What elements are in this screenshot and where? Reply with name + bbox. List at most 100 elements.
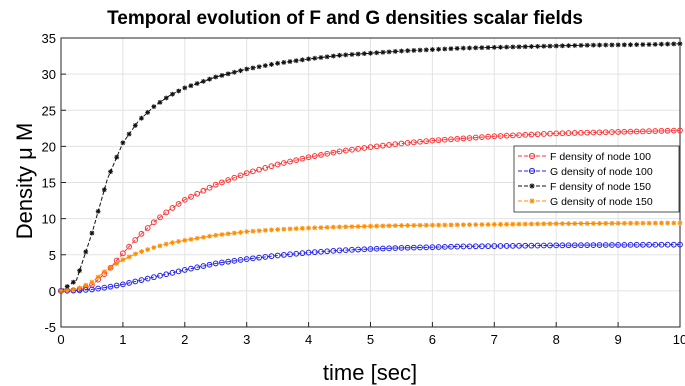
data-point — [170, 91, 175, 97]
data-point — [454, 135, 461, 142]
data-point — [274, 252, 281, 259]
data-point — [590, 221, 596, 226]
data-point — [126, 243, 132, 250]
data-point — [497, 133, 504, 139]
data-point — [491, 133, 498, 140]
data-point — [373, 143, 380, 150]
data-point — [330, 247, 337, 254]
data-point — [262, 63, 268, 68]
data-point — [213, 74, 219, 80]
x-tick-label: 3 — [243, 332, 250, 347]
data-point — [299, 155, 306, 162]
data-point — [225, 231, 231, 237]
data-point — [170, 240, 175, 246]
data-point — [627, 128, 634, 135]
data-point — [312, 55, 318, 61]
data-point — [194, 81, 200, 86]
data-point — [361, 145, 368, 151]
y-tick-label: 30 — [42, 67, 56, 82]
data-point — [509, 242, 516, 249]
data-point — [188, 236, 194, 242]
y-tick-label: 5 — [49, 248, 56, 263]
data-point — [640, 220, 646, 226]
data-point — [473, 45, 479, 51]
data-point — [547, 130, 553, 137]
data-point — [405, 223, 411, 228]
data-point — [114, 154, 120, 160]
data-point — [355, 51, 361, 57]
data-point — [423, 138, 430, 145]
data-point — [182, 85, 188, 91]
data-point — [677, 241, 683, 248]
data-point — [448, 136, 454, 143]
data-point — [324, 150, 331, 157]
data-point — [646, 241, 652, 248]
data-point — [430, 47, 435, 52]
data-point — [670, 241, 677, 248]
data-point — [324, 248, 331, 255]
data-point — [113, 282, 120, 289]
x-tick-label: 5 — [367, 332, 374, 347]
data-point — [590, 129, 597, 136]
data-point — [305, 249, 312, 256]
data-point — [491, 44, 497, 50]
y-tick-label: 35 — [42, 31, 56, 46]
data-point — [342, 247, 349, 254]
data-point — [336, 247, 343, 254]
data-point — [157, 272, 163, 279]
data-point — [281, 226, 287, 232]
data-point — [392, 141, 399, 148]
data-point — [367, 144, 374, 150]
data-point — [627, 241, 634, 248]
data-point — [670, 127, 677, 134]
data-point — [621, 220, 627, 226]
data-point — [503, 132, 510, 139]
data-point — [559, 43, 565, 49]
x-tick-label: 1 — [119, 332, 126, 347]
data-point — [132, 237, 139, 243]
x-tick-label: 7 — [491, 332, 498, 347]
series-line — [60, 244, 681, 292]
data-point — [503, 243, 510, 249]
data-point — [355, 145, 362, 152]
data-point — [132, 278, 139, 285]
data-point — [175, 200, 182, 207]
data-point — [665, 41, 671, 47]
data-point — [275, 60, 281, 66]
data-point — [423, 244, 430, 251]
data-point — [553, 43, 559, 49]
data-point — [95, 209, 101, 214]
data-point — [423, 222, 429, 228]
data-point — [163, 95, 169, 101]
y-tick-label: 15 — [42, 176, 56, 191]
y-tick-label: 20 — [42, 139, 56, 154]
data-point — [584, 129, 591, 136]
data-point — [652, 220, 658, 226]
data-point — [355, 224, 361, 229]
data-point — [256, 166, 262, 173]
data-point — [386, 223, 392, 229]
data-point — [609, 42, 615, 48]
x-tick-label: 6 — [429, 332, 436, 347]
data-point — [225, 71, 231, 77]
data-point — [547, 43, 553, 49]
data-point — [609, 129, 615, 135]
data-point — [664, 241, 671, 248]
data-point — [442, 222, 448, 228]
data-point — [541, 221, 547, 227]
data-point — [621, 42, 627, 48]
y-tick-label: 10 — [42, 212, 56, 227]
data-point — [244, 229, 250, 235]
data-point — [107, 283, 114, 290]
data-point — [58, 288, 64, 294]
data-point — [330, 53, 336, 59]
data-point — [361, 246, 368, 253]
data-point — [169, 269, 176, 276]
data-point — [528, 242, 535, 249]
data-point — [293, 58, 299, 64]
data-point — [634, 42, 640, 48]
data-point — [368, 50, 373, 56]
data-point — [442, 46, 448, 52]
y-tick-label: 25 — [42, 103, 56, 118]
data-point — [243, 170, 250, 177]
